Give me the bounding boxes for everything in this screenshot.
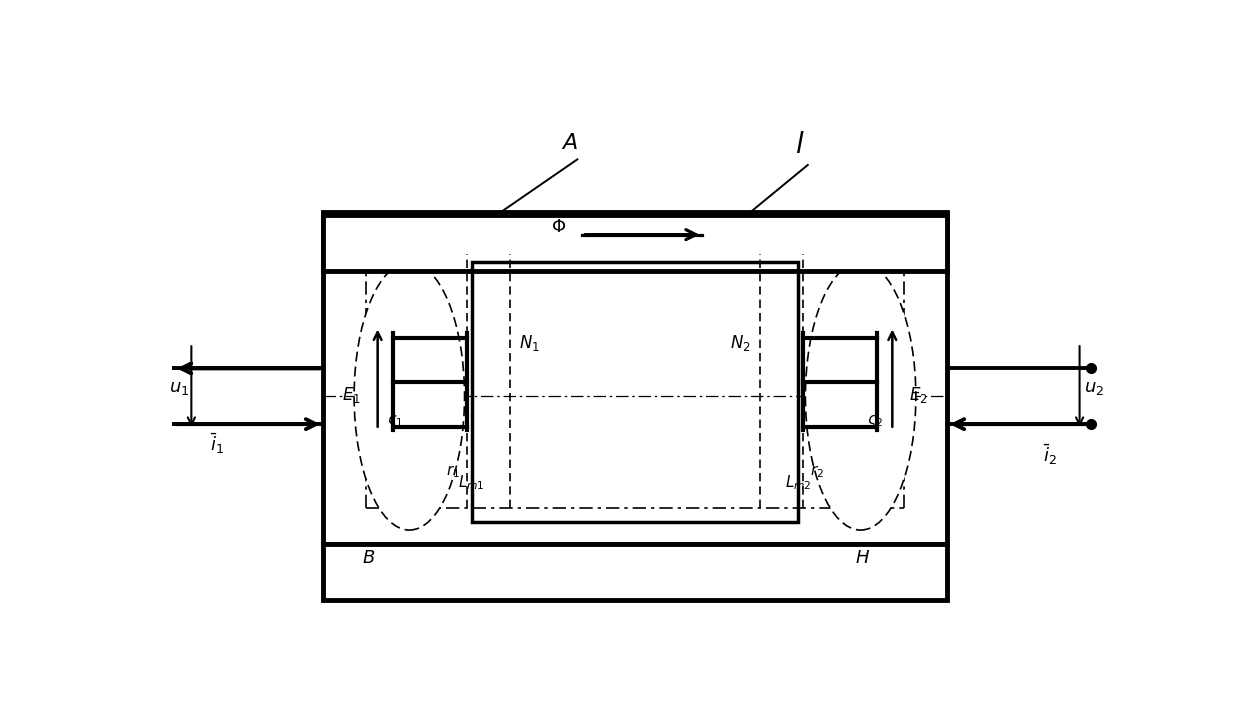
Ellipse shape — [805, 263, 916, 530]
Bar — [323, 212, 947, 544]
Text: $L_{m2}$: $L_{m2}$ — [786, 473, 812, 492]
Text: $\bar{i}_1$: $\bar{i}_1$ — [211, 432, 224, 456]
Text: $u_1$: $u_1$ — [169, 379, 190, 397]
Text: $E_1$: $E_1$ — [342, 384, 361, 405]
Text: $\Phi$: $\Phi$ — [550, 219, 566, 236]
Text: $N_2$: $N_2$ — [730, 333, 751, 353]
Text: $N_1$: $N_1$ — [519, 333, 540, 353]
Text: $E_2$: $E_2$ — [909, 384, 928, 405]
Text: $B$: $B$ — [362, 549, 375, 567]
Bar — [323, 544, 947, 599]
Text: $r_2$: $r_2$ — [810, 463, 824, 480]
Text: $\bar{i}_2$: $\bar{i}_2$ — [1043, 442, 1057, 467]
Text: $\varsigma_1$: $\varsigma_1$ — [387, 413, 403, 429]
Bar — [323, 215, 947, 271]
Text: $H$: $H$ — [855, 549, 870, 567]
Ellipse shape — [354, 263, 465, 530]
Text: $L_{m1}$: $L_{m1}$ — [458, 473, 484, 492]
Text: $r_1$: $r_1$ — [446, 463, 460, 480]
Text: $A$: $A$ — [561, 132, 579, 153]
Text: $l$: $l$ — [795, 131, 805, 159]
Bar — [472, 263, 798, 522]
Text: $\varsigma_2$: $\varsigma_2$ — [867, 413, 883, 429]
Text: $u_2$: $u_2$ — [1084, 379, 1104, 397]
